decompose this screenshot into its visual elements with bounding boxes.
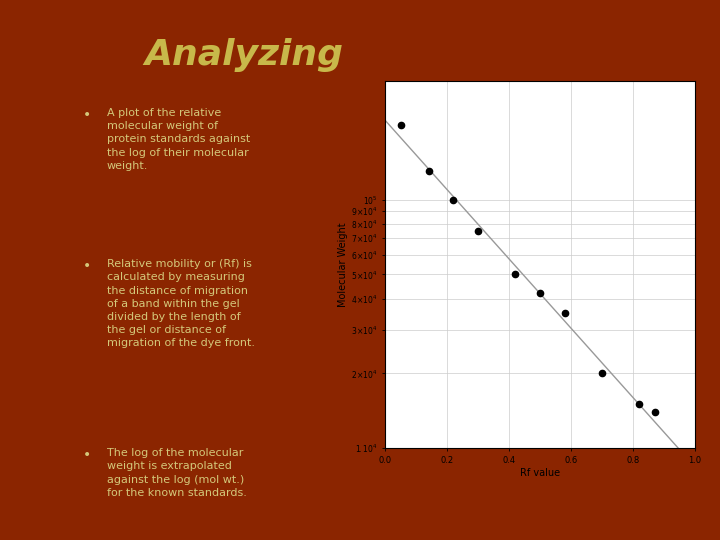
Y-axis label: Molecular Weight: Molecular Weight (338, 222, 348, 307)
Text: •: • (83, 259, 91, 273)
X-axis label: Rf value: Rf value (520, 468, 560, 477)
Text: Relative mobility or (Rf) is
calculated by measuring
the distance of migration
o: Relative mobility or (Rf) is calculated … (107, 259, 255, 348)
Text: A plot of the relative
molecular weight of
protein standards against
the log of : A plot of the relative molecular weight … (107, 108, 250, 171)
Text: •: • (83, 108, 91, 122)
Text: The log of the molecular
weight is extrapolated
against the log (mol wt.)
for th: The log of the molecular weight is extra… (107, 448, 247, 498)
Text: •: • (83, 448, 91, 462)
Text: Analyzing: Analyzing (144, 38, 343, 72)
